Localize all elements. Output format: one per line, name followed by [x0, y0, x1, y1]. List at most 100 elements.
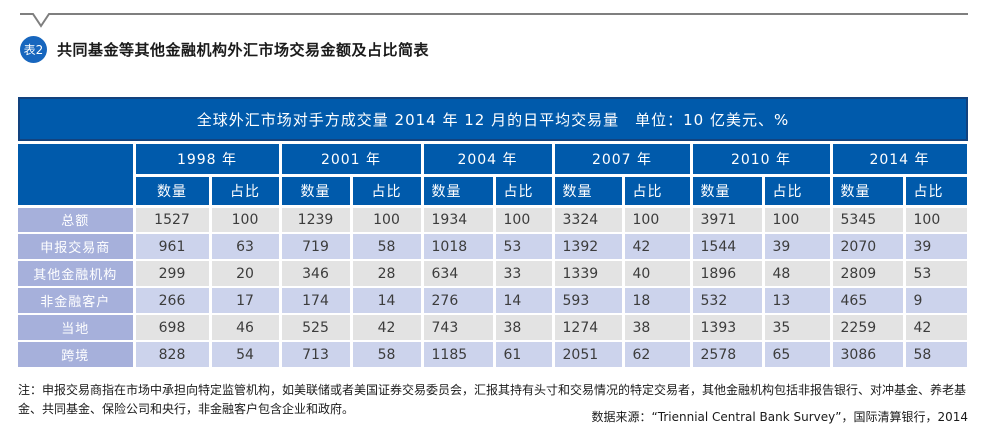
cell-share: 54 [210, 341, 282, 369]
subheader-share: 占比 [763, 175, 833, 208]
cell-share: 42 [904, 314, 970, 342]
cell-quantity: 1393 [691, 314, 765, 342]
cell-quantity: 276 [422, 287, 496, 315]
cell-quantity: 634 [422, 260, 496, 288]
cell-share: 100 [763, 206, 833, 234]
cell-share: 39 [904, 233, 970, 261]
subheader-share: 占比 [904, 175, 970, 208]
cell-quantity: 174 [280, 287, 353, 315]
subheader-quantity: 数量 [134, 175, 212, 208]
cell-quantity: 532 [691, 287, 765, 315]
row-label: 其他金融机构 [18, 260, 136, 288]
cell-quantity: 465 [831, 287, 906, 315]
cell-share: 53 [494, 233, 555, 261]
figure-header: 表2 共同基金等其他金融机构外汇市场交易金额及占比简表 [20, 36, 429, 63]
row-label: 当地 [18, 314, 136, 342]
subheader-share: 占比 [623, 175, 693, 208]
table-row: 当地 698 46 525 42 743 38 1274 38 1393 35 2259 42 [18, 314, 970, 342]
cell-share: 46 [210, 314, 282, 342]
table-row: 其他金融机构 299 20 346 28 634 33 1339 40 1896 48 2809 53 [18, 260, 970, 288]
table-row: 总额 1527 100 1239 100 1934 100 3324 100 3971 100 534… [18, 206, 970, 234]
cell-quantity: 266 [134, 287, 212, 315]
subheader-share: 占比 [351, 175, 424, 208]
footnote: 注：申报交易商指在市场中承担向特定监管机构，如美联储或者美国证券交易委员会，汇报… [18, 383, 967, 416]
cell-share: 100 [904, 206, 970, 234]
cell-quantity: 593 [553, 287, 625, 315]
cell-share: 53 [904, 260, 970, 288]
cell-share: 100 [351, 206, 424, 234]
cell-share: 39 [763, 233, 833, 261]
cell-quantity: 2578 [691, 341, 765, 369]
subheader-quantity: 数量 [553, 175, 625, 208]
cell-quantity: 3971 [691, 206, 765, 234]
subheader-quantity: 数量 [280, 175, 353, 208]
cell-share: 65 [763, 341, 833, 369]
cell-share: 62 [623, 341, 693, 369]
cell-share: 100 [210, 206, 282, 234]
cell-quantity: 299 [134, 260, 212, 288]
cell-share: 58 [351, 341, 424, 369]
cell-quantity: 2259 [831, 314, 906, 342]
year-header: 2001 年 [280, 144, 424, 177]
cell-share: 18 [623, 287, 693, 315]
subheader-quantity: 数量 [422, 175, 496, 208]
subheader-quantity: 数量 [831, 175, 906, 208]
cell-share: 58 [351, 233, 424, 261]
cell-quantity: 346 [280, 260, 353, 288]
subheader-quantity: 数量 [691, 175, 765, 208]
cell-quantity: 743 [422, 314, 496, 342]
table-row: 非金融客户 266 17 174 14 276 14 593 18 532 13 465 9 [18, 287, 970, 315]
cell-share: 33 [494, 260, 555, 288]
cell-share: 38 [494, 314, 555, 342]
cell-share: 14 [351, 287, 424, 315]
cell-quantity: 3086 [831, 341, 906, 369]
cell-quantity: 1934 [422, 206, 496, 234]
cell-quantity: 5345 [831, 206, 906, 234]
cell-quantity: 1392 [553, 233, 625, 261]
cell-share: 42 [351, 314, 424, 342]
cell-share: 42 [623, 233, 693, 261]
table-title-bar: 全球外汇市场对手方成交量 2014 年 12 月的日平均交易量 单位：10 亿美… [18, 97, 968, 141]
cell-share: 100 [494, 206, 555, 234]
row-label: 非金融客户 [18, 287, 136, 315]
row-label: 总额 [18, 206, 136, 234]
cell-share: 14 [494, 287, 555, 315]
cell-share: 38 [623, 314, 693, 342]
cell-quantity: 3324 [553, 206, 625, 234]
fx-volume-table: 1998 年 2001 年 2004 年 2007 年 2010 年 2014 年数量 占比… [18, 144, 970, 369]
cell-quantity: 719 [280, 233, 353, 261]
cell-share: 28 [351, 260, 424, 288]
figure-heading: 共同基金等其他金融机构外汇市场交易金额及占比简表 [57, 41, 430, 59]
corner-cell [18, 144, 136, 208]
cell-share: 61 [494, 341, 555, 369]
cell-quantity: 1185 [422, 341, 496, 369]
row-label: 申报交易商 [18, 233, 136, 261]
cell-quantity: 1018 [422, 233, 496, 261]
cell-quantity: 698 [134, 314, 212, 342]
cell-quantity: 2809 [831, 260, 906, 288]
cell-quantity: 961 [134, 233, 212, 261]
cell-share: 35 [763, 314, 833, 342]
year-header: 2007 年 [553, 144, 693, 177]
cell-quantity: 2070 [831, 233, 906, 261]
decorative-notch-rule [20, 13, 968, 28]
year-header: 2014 年 [831, 144, 970, 177]
cell-share: 9 [904, 287, 970, 315]
cell-quantity: 525 [280, 314, 353, 342]
cell-quantity: 1544 [691, 233, 765, 261]
table-number-badge: 表2 [20, 36, 47, 63]
cell-share: 13 [763, 287, 833, 315]
cell-quantity: 2051 [553, 341, 625, 369]
cell-quantity: 1896 [691, 260, 765, 288]
cell-share: 58 [904, 341, 970, 369]
cell-quantity: 828 [134, 341, 212, 369]
cell-quantity: 1339 [553, 260, 625, 288]
cell-share: 100 [623, 206, 693, 234]
cell-quantity: 1274 [553, 314, 625, 342]
data-source: 数据来源：“Triennial Central Bank Survey”，国际清… [591, 410, 968, 424]
cell-share: 40 [623, 260, 693, 288]
table-row: 申报交易商 961 63 719 58 1018 53 1392 42 1544 39 2070 39 [18, 233, 970, 261]
subheader-share: 占比 [210, 175, 282, 208]
cell-share: 20 [210, 260, 282, 288]
year-header: 1998 年 [134, 144, 282, 177]
